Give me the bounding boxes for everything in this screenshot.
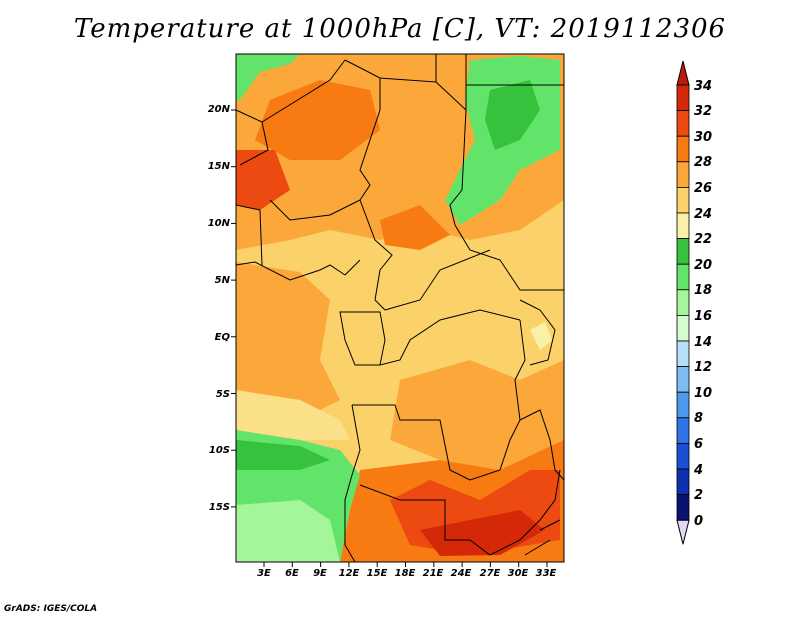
colorbar-swatch — [676, 340, 690, 368]
colorbar-label-26: 26 — [694, 181, 713, 196]
colorbar-label-22: 22 — [694, 232, 713, 247]
colorbar-swatch — [676, 494, 690, 521]
colorbar-label-12: 12 — [694, 360, 713, 375]
field-west-26 — [236, 262, 340, 420]
border-nigeria-cameroon — [359, 199, 393, 311]
lat-label-10s: 10S — [208, 445, 230, 456]
colorbar-label-28: 28 — [694, 155, 713, 170]
lon-label-27e: 27E — [479, 568, 501, 579]
colorbar-label-32: 32 — [694, 104, 713, 119]
border-tanzania — [519, 409, 565, 481]
colorbar-swatch — [676, 110, 690, 137]
field-hot-center — [380, 205, 450, 250]
colorbar-label-8: 8 — [694, 411, 704, 426]
colorbar-swatch — [676, 263, 690, 291]
lon-label-12e: 12E — [338, 568, 360, 579]
chart-title: Temperature at 1000hPa [C], VT: 20191123… — [73, 14, 727, 44]
colorbar-label-6: 6 — [694, 437, 704, 452]
colorbar-label-34: 34 — [694, 79, 713, 94]
colorbar-swatch — [676, 135, 690, 163]
lon-label-33e: 33E — [535, 568, 557, 579]
colorbar-swatch — [676, 161, 690, 188]
colorbar-label-2: 2 — [694, 488, 704, 503]
lon-label-9e: 9E — [313, 568, 327, 579]
axis-ticks — [231, 109, 548, 567]
border-gulf-guinea — [235, 259, 361, 281]
colorbar-swatch — [676, 212, 690, 240]
colorbar-swatch — [676, 417, 690, 444]
field-nw-green — [236, 54, 300, 100]
lon-label-6e: 6E — [285, 568, 299, 579]
lat-label-5n: 5N — [214, 275, 230, 286]
lat-label-eq: EQ — [214, 332, 230, 343]
colorbar-swatch — [676, 314, 690, 342]
borders — [235, 54, 565, 563]
lat-label-20n: 20N — [207, 104, 230, 115]
map-frame — [235, 53, 565, 563]
field-lake-victoria — [530, 322, 552, 350]
colorbar-swatch — [676, 442, 690, 470]
colorbar-label-0: 0 — [694, 514, 704, 529]
border-drc-south — [352, 319, 526, 481]
lon-label-3e: 3E — [257, 568, 271, 579]
colorbar-label-18: 18 — [694, 283, 713, 298]
colorbar-swatch — [676, 366, 690, 393]
field-hot-west — [236, 150, 290, 210]
colorbar-label-16: 16 — [694, 309, 713, 324]
border-niger-chad — [269, 78, 381, 221]
colorbar-under-arrow — [676, 519, 690, 545]
field-hot-sahara — [255, 80, 380, 160]
colorbar-label-10: 10 — [694, 386, 713, 401]
lat-label-5s: 5S — [215, 389, 230, 400]
lat-label-10n: 10N — [207, 218, 230, 229]
lon-label-18e: 18E — [394, 568, 416, 579]
border-ghana — [235, 204, 263, 266]
colorbar-label-30: 30 — [694, 130, 713, 145]
colorbar-swatch — [676, 468, 690, 496]
colorbar-label-20: 20 — [694, 258, 713, 273]
lon-label-30e: 30E — [507, 568, 529, 579]
border-uganda-kenya — [519, 299, 556, 366]
border-zambia — [359, 469, 561, 556]
lat-label-15n: 15N — [207, 161, 230, 172]
coast-angola — [344, 404, 361, 563]
temperature-field — [236, 54, 564, 562]
lon-label-15e: 15E — [366, 568, 388, 579]
footer-credit: GrADS: IGES/COLA — [4, 604, 98, 614]
field-east-28 — [390, 360, 564, 470]
colorbar-swatch — [676, 289, 690, 316]
colorbar-label-14: 14 — [694, 335, 713, 350]
border-west-sahara — [235, 109, 269, 166]
border-congo-drc — [379, 309, 521, 366]
field-coast-24 — [236, 390, 350, 440]
field-sw-light — [236, 500, 340, 562]
border-algeria-niger — [261, 54, 437, 123]
border-car — [384, 249, 491, 311]
border-chad-sudan — [449, 109, 564, 291]
colorbar-swatch — [676, 84, 690, 112]
lon-label-24e: 24E — [450, 568, 472, 579]
colorbar-swatch — [676, 391, 690, 419]
field-sw-green-dark — [236, 440, 330, 470]
colorbar — [676, 60, 690, 545]
colorbar-over-arrow — [676, 60, 690, 86]
field-south-34 — [420, 510, 545, 556]
border-malawi — [524, 519, 561, 556]
field-east-green-dark — [485, 80, 540, 150]
lon-label-21e: 21E — [422, 568, 444, 579]
colorbar-label-4: 4 — [694, 463, 704, 478]
colorbar-label-24: 24 — [694, 207, 713, 222]
lat-label-15s: 15S — [208, 502, 230, 513]
colorbar-swatch — [676, 238, 690, 265]
colorbar-swatch — [676, 186, 690, 214]
